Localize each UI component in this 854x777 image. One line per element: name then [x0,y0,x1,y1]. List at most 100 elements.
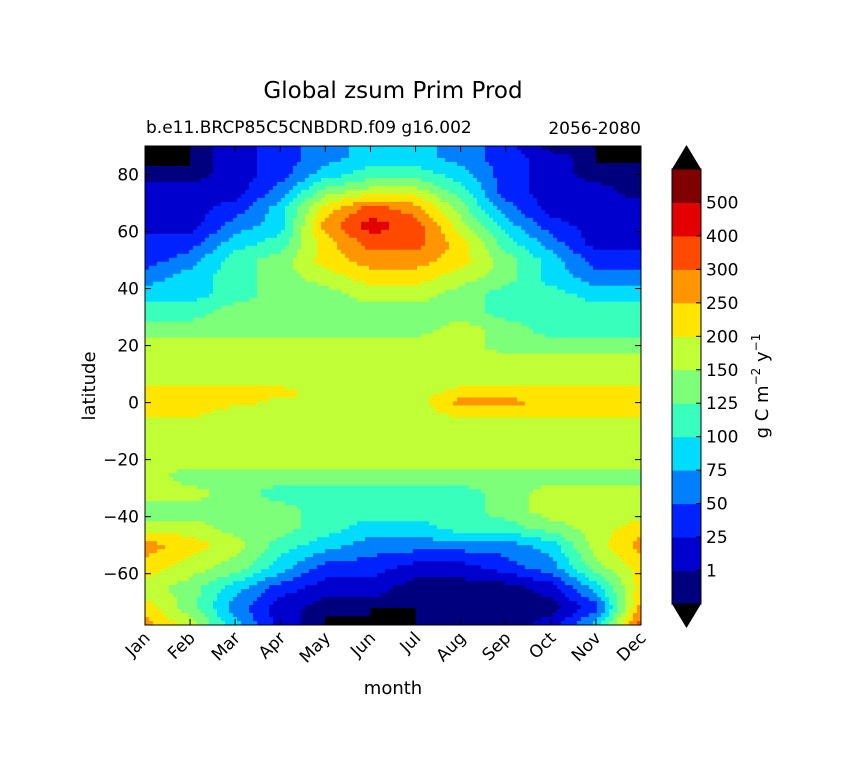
contour-cell [305,221,314,227]
contour-cell [489,513,542,518]
contour-cell [145,265,150,271]
contour-cell [313,193,326,199]
contour-cell [337,245,366,251]
contour-cell [529,501,641,506]
contour-cell [497,349,641,355]
contour-cell [489,269,518,275]
contour-cell [485,193,502,199]
contour-cell [429,213,446,219]
contour-cell [145,193,242,199]
contour-cell [285,501,486,506]
contour-cell [613,585,626,590]
contour-cell [541,485,641,490]
colorbar-swatch [672,235,701,270]
contour-cell [145,381,641,387]
contour-cell [393,585,526,590]
contour-cell [145,389,298,395]
contour-cell [381,593,542,598]
contour-cell [317,581,406,586]
contour-cell [213,161,258,167]
contour-cell [557,565,574,570]
y-tick-label: −20 [103,451,139,471]
contour-cell [593,589,606,594]
contour-cell [277,181,298,187]
contour-cell [145,217,206,223]
contour-cell [293,197,306,203]
contour-cell [305,177,322,183]
contour-cell [545,529,582,534]
contour-cell [453,221,466,227]
contour-cell [473,173,494,179]
contour-cell [269,397,430,403]
contour-cell [633,569,641,574]
contour-cell [305,277,354,283]
contour-cell [477,197,490,203]
contour-cell [341,221,362,227]
contour-cell [349,233,426,239]
contour-cell [285,225,294,231]
contour-cell [517,397,641,403]
contour-cell [341,529,454,534]
contour-cell [493,165,530,171]
contour-cell [285,177,306,183]
contour-cell [145,617,150,622]
contour-cell [225,257,258,263]
contour-cell [201,177,254,183]
contour-cell [617,597,626,602]
contour-cell [501,193,534,199]
contour-cell [633,589,641,594]
contour-cell [341,157,446,163]
contour-cell [597,605,606,610]
contour-cell [633,605,638,610]
contour-cell [145,353,641,359]
contour-cell [209,617,222,622]
contour-cell [597,557,622,562]
contour-cell [357,521,430,526]
colorbar-extend-top [672,145,701,169]
contour-cell [145,521,206,526]
contour-cell [245,577,266,582]
contour-cell [273,617,302,622]
contour-cell [529,177,586,183]
contour-cell [165,545,210,550]
contour-cell [453,225,470,231]
contour-cell [145,581,178,586]
contour-cell [565,265,594,271]
contour-cell [285,213,298,219]
contour-cell [233,217,266,223]
contour-cell [469,205,482,211]
contour-cell [353,541,518,546]
contour-cell [249,297,358,303]
contour-cell [241,621,258,625]
contour-cell [305,197,322,203]
contour-cell [325,217,346,223]
contour-cell [517,561,558,566]
contour-cell [561,217,641,223]
contour-cell [357,297,430,303]
contour-cell [145,301,234,307]
contour-cell [421,165,466,171]
contour-cell [221,617,238,622]
contour-cell [197,225,222,231]
contour-cell [197,601,214,606]
contour-cell [301,245,318,251]
contour-cell [441,185,466,191]
contour-cell [433,405,641,411]
contour-cell [413,561,466,566]
contour-cell [489,213,506,219]
contour-cell [213,565,250,570]
contour-cell [209,541,246,546]
contour-cell [305,585,394,590]
contour-cell [145,201,222,207]
contour-cell [145,517,302,522]
contour-cell [613,589,626,594]
contour-cell [253,613,270,618]
contour-cell [145,229,194,235]
contour-cell [145,393,298,399]
contour-cell [425,197,442,203]
contour-cell [349,146,438,151]
contour-cell [357,261,430,267]
contour-cell [317,241,338,247]
masked-region [145,146,191,166]
contour-cell [145,621,154,625]
